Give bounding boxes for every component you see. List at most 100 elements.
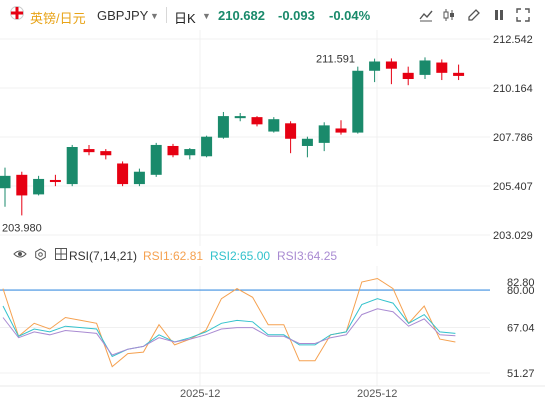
chart-header: 英镑/日元 GBPJPY ▼ 日K ▼ 210.682 -0.093 -0.04… — [0, 0, 545, 30]
chevron-down-icon[interactable]: ▼ — [202, 11, 211, 21]
candle — [335, 120, 347, 135]
candle — [217, 111, 229, 139]
candle-body — [301, 138, 313, 146]
candle — [0, 167, 11, 207]
candle-body — [352, 70, 364, 133]
candle — [268, 117, 280, 133]
date-axis: 2025-12 2025-12 — [0, 385, 545, 400]
candle-body — [117, 163, 129, 185]
candle-body — [167, 145, 179, 156]
candle-body — [402, 72, 414, 80]
price-tick-label: 205.407 — [493, 181, 533, 193]
candle — [66, 144, 78, 187]
rsi1-value: RSI1:62.81 — [143, 249, 204, 263]
high-price-label: 211.591 — [316, 54, 355, 66]
candlestick-icon[interactable] — [440, 6, 458, 24]
candle-body — [33, 178, 45, 195]
candle-body — [217, 116, 229, 138]
rsi-tick-label: 67.04 — [507, 322, 535, 334]
price-tick-label: 203.029 — [493, 230, 533, 242]
candle-body — [150, 144, 162, 175]
low-price-label: 203.980 — [2, 222, 42, 234]
candle — [419, 57, 431, 80]
candle-body — [419, 60, 431, 75]
candle — [369, 58, 381, 83]
candle — [184, 148, 196, 160]
rsi-legend: RSI(7,14,21) RSI1:62.81 RSI2:65.00 RSI3:… — [0, 246, 545, 266]
rsi3-value: RSI3:64.25 — [277, 249, 338, 263]
candlestick-chart[interactable]: 212.542 210.164 207.786 205.407 203.029 211.… — [0, 30, 545, 246]
rsi-tick-label: 80.00 — [507, 285, 535, 297]
rsi2-value: RSI2:65.00 — [210, 249, 271, 263]
price-change-pct: -0.04% — [329, 8, 371, 23]
pause-icon[interactable] — [490, 6, 508, 24]
candle — [436, 59, 448, 81]
price-change: -0.093 — [278, 8, 315, 23]
candle-body — [268, 119, 280, 132]
candle — [33, 175, 45, 196]
candle — [402, 66, 414, 86]
candle — [167, 143, 179, 158]
candle-body — [100, 151, 112, 156]
rsi-lines — [2, 277, 456, 368]
candle-body — [318, 125, 330, 143]
candle-body — [436, 62, 448, 73]
candle — [117, 161, 129, 187]
rsi-tick-label: 51.27 — [507, 368, 535, 380]
symbol-dropdown[interactable]: GBPJPY — [97, 8, 149, 23]
date-tick-label: 2025-12 — [357, 388, 397, 400]
candle — [201, 135, 213, 158]
last-price: 210.682 — [218, 8, 265, 23]
price-tick-label: 210.164 — [493, 83, 533, 95]
rsi-title: RSI(7,14,21) — [69, 249, 138, 263]
main-grid — [0, 30, 490, 246]
chevron-down-icon[interactable]: ▼ — [150, 11, 159, 21]
expand-icon[interactable] — [514, 6, 532, 24]
candle-body — [184, 149, 196, 156]
timeframe-dropdown[interactable]: 日K — [174, 11, 196, 26]
settings-icon[interactable] — [34, 248, 47, 264]
indicator-menu-icon[interactable] — [55, 248, 67, 263]
candle — [150, 142, 162, 177]
candle — [251, 116, 263, 127]
candle-body — [133, 171, 145, 185]
price-axis: 212.542 210.164 207.786 205.407 203.029 — [490, 30, 545, 246]
candle — [318, 122, 330, 152]
candle — [133, 168, 145, 187]
candle — [385, 58, 397, 85]
candle — [352, 66, 364, 134]
candle — [234, 113, 246, 122]
candle-body — [453, 72, 465, 76]
line-chart-icon[interactable] — [417, 6, 435, 24]
candle-body — [369, 61, 381, 71]
rsi-axis-bg — [490, 266, 545, 386]
rsi-series-line — [2, 298, 456, 358]
candles — [0, 57, 465, 216]
candle-body — [285, 123, 297, 139]
candle-body — [16, 174, 28, 196]
draw-icon[interactable] — [465, 6, 483, 24]
rsi-series-line — [2, 277, 456, 368]
candle — [100, 149, 112, 160]
candle-body — [49, 179, 61, 183]
pair-name: 英镑/日元 — [30, 11, 86, 26]
rsi-grid — [0, 266, 545, 386]
candle — [453, 64, 465, 81]
candle-body — [234, 116, 246, 119]
candle-body — [251, 117, 263, 125]
candle-body — [335, 128, 347, 133]
candle — [49, 174, 61, 187]
candle — [16, 171, 28, 216]
price-tick-label: 212.542 — [493, 34, 533, 46]
price-axis-bg — [490, 30, 545, 246]
candle — [301, 136, 313, 158]
candle-body — [201, 136, 213, 157]
candle-body — [0, 175, 11, 189]
eye-icon[interactable] — [13, 248, 27, 263]
uk-flag-icon — [10, 6, 24, 23]
candle-body — [66, 147, 78, 185]
rsi-tick-label: 82.80 — [507, 277, 535, 289]
candle-body — [83, 149, 95, 153]
